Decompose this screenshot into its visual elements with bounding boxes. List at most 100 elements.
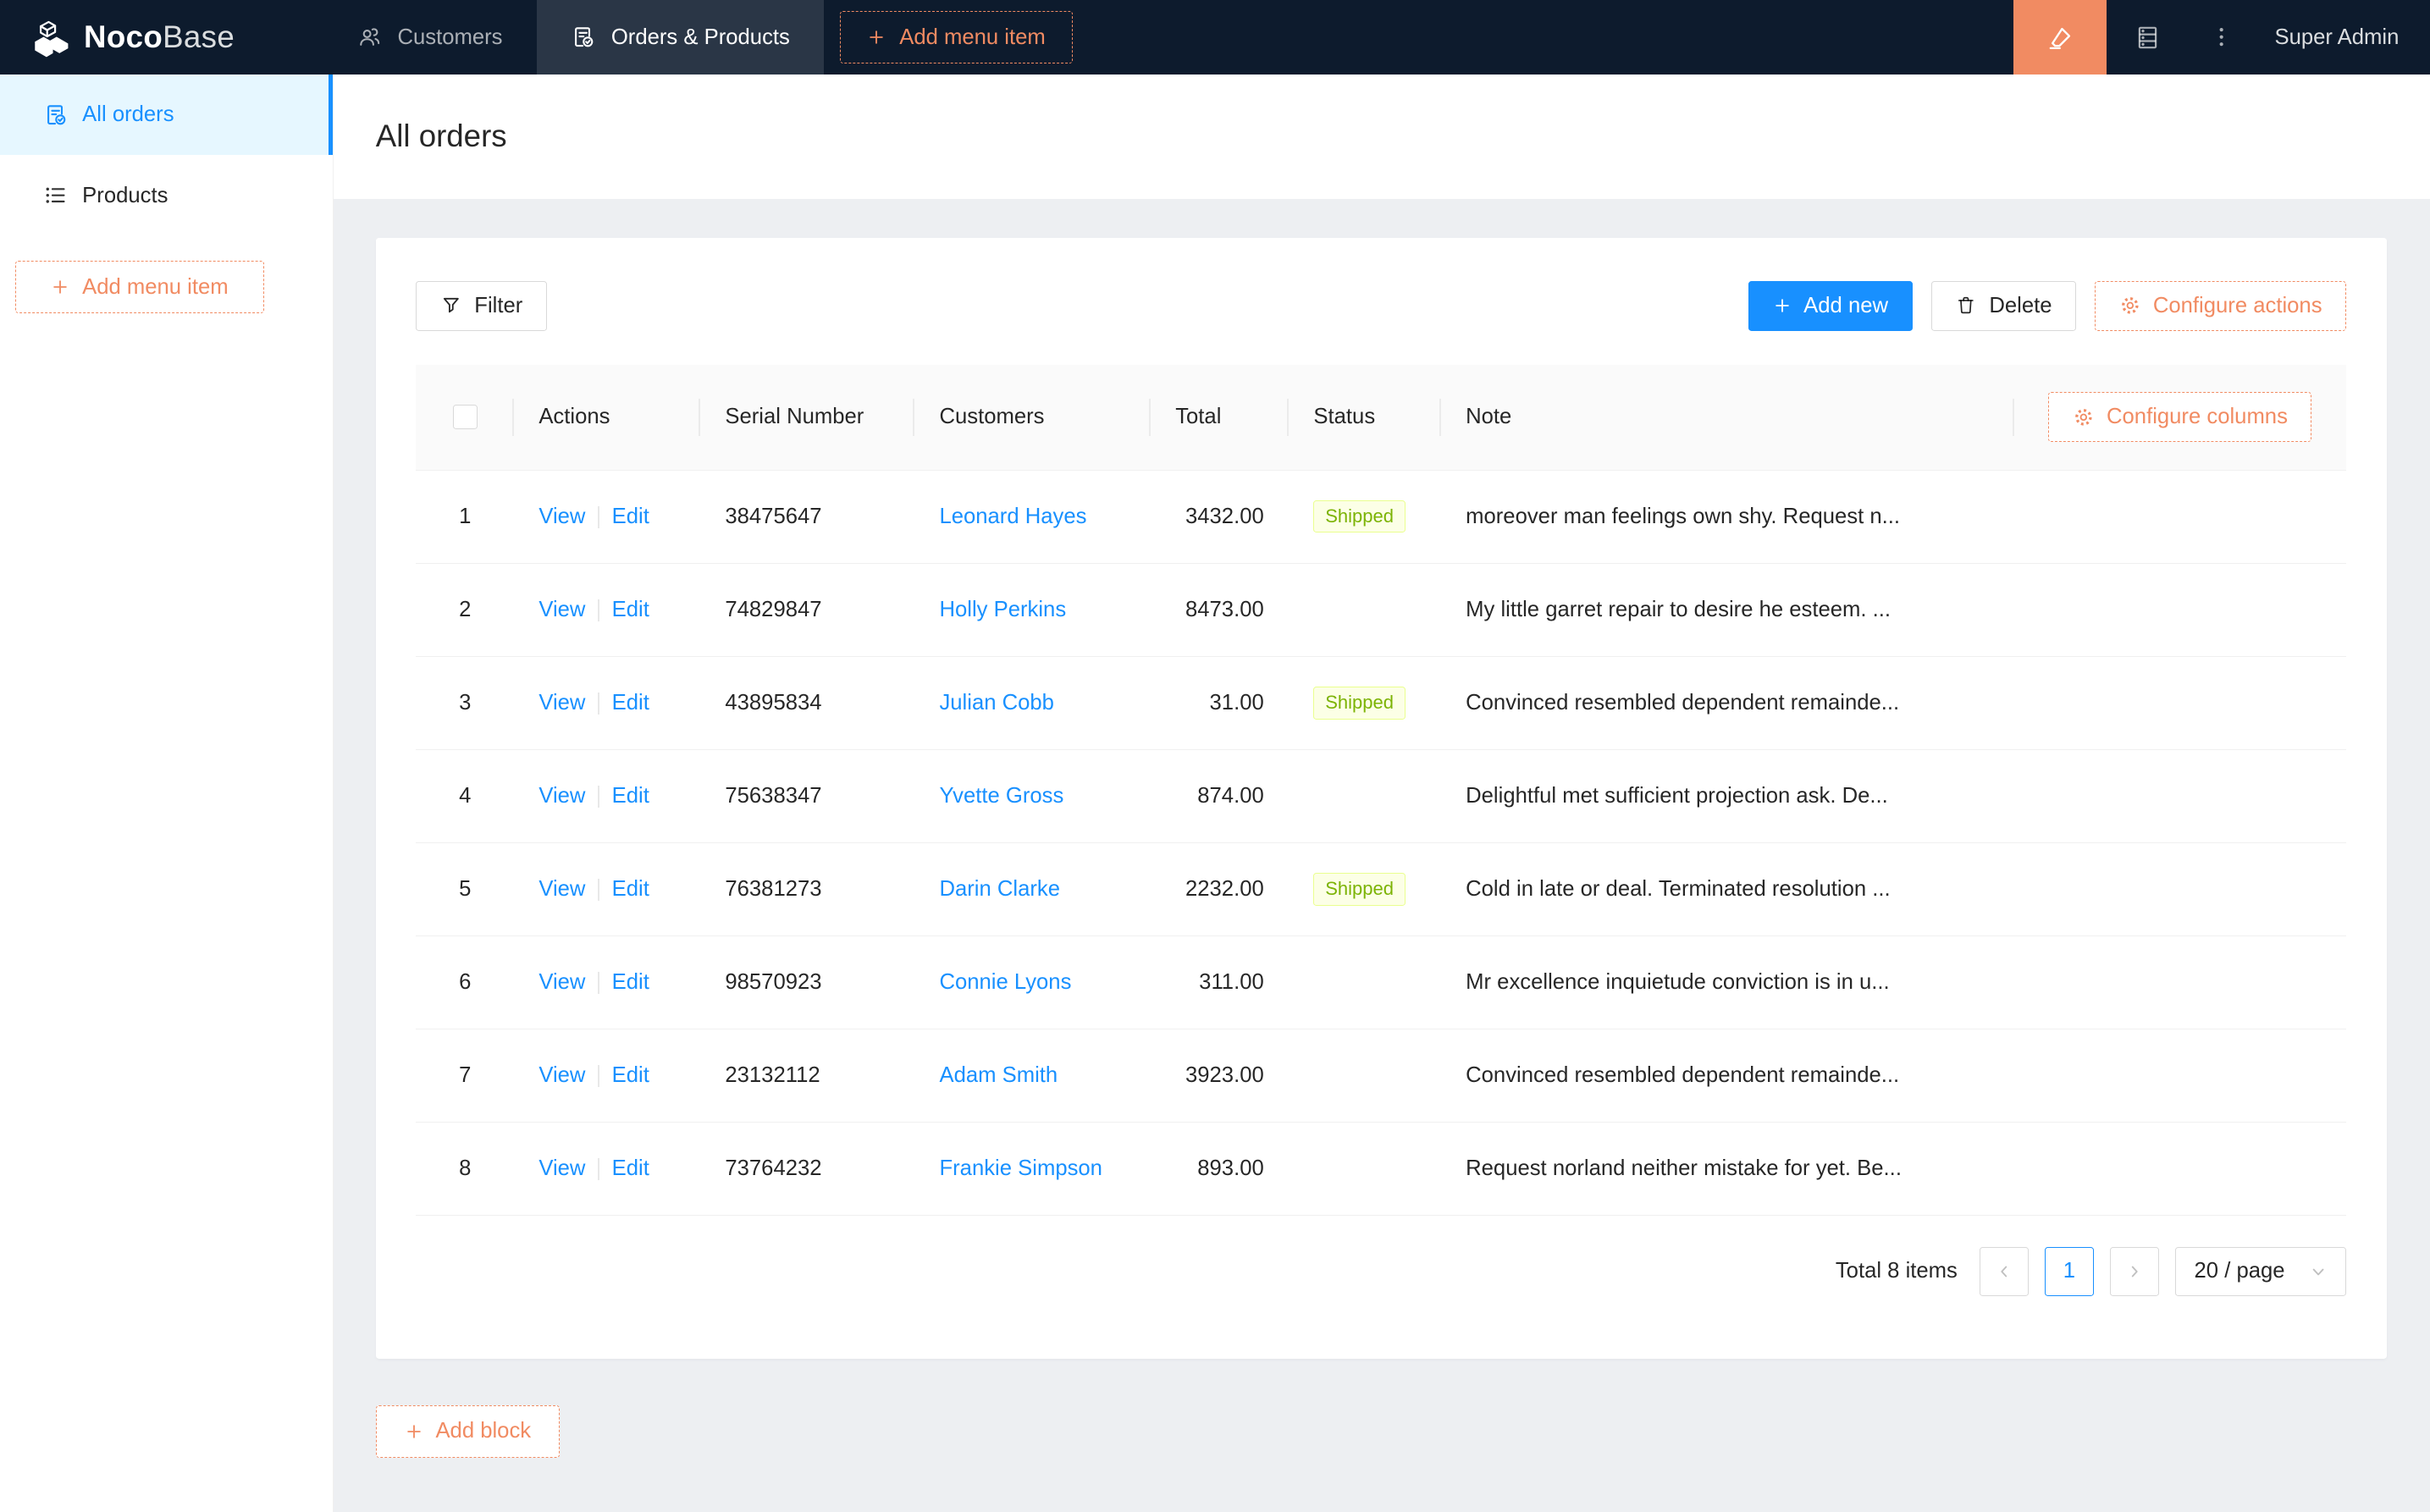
plugin-manager-button[interactable]: [2107, 0, 2187, 74]
view-link[interactable]: View: [538, 1062, 586, 1087]
view-link[interactable]: View: [538, 783, 586, 808]
customer-cell: Frankie Simpson: [914, 1156, 1151, 1181]
status-cell: Shipped: [1289, 499, 1441, 533]
customer-link[interactable]: Darin Clarke: [939, 876, 1061, 901]
column-header-note: Note: [1441, 365, 2014, 470]
tab-customers[interactable]: Customers: [323, 0, 536, 74]
tab-orders-products[interactable]: Orders & Products: [536, 0, 825, 75]
view-link[interactable]: View: [538, 597, 586, 621]
customer-link[interactable]: Leonard Hayes: [939, 504, 1087, 528]
edit-link[interactable]: Edit: [611, 690, 649, 715]
navbar-add-menu-item-button[interactable]: Add menu item: [839, 10, 1073, 64]
team-icon: [357, 25, 382, 49]
add-new-button[interactable]: Add new: [1748, 280, 1913, 331]
status-cell: Shipped: [1289, 686, 1441, 720]
row-index: 1: [459, 504, 472, 528]
row-actions: View Edit: [514, 877, 700, 902]
sidebar-add-menu-item-button[interactable]: Add menu item: [15, 261, 264, 314]
customer-cell: Darin Clarke: [914, 877, 1151, 902]
edit-link[interactable]: Edit: [611, 504, 649, 528]
total-cell: 311.00: [1199, 969, 1264, 994]
add-block-label: Add block: [435, 1419, 532, 1443]
select-all-checkbox[interactable]: [452, 405, 478, 430]
action-divider: [598, 506, 599, 528]
filter-button[interactable]: Filter: [416, 280, 547, 331]
page-size-select[interactable]: 20 / page: [2174, 1246, 2347, 1297]
navbar-add-menu-item-label: Add menu item: [899, 25, 1046, 49]
customer-link[interactable]: Frankie Simpson: [939, 1156, 1102, 1180]
customer-cell: Leonard Hayes: [914, 505, 1151, 529]
view-link[interactable]: View: [538, 504, 586, 528]
plus-icon: [405, 1422, 423, 1441]
row-actions: View Edit: [514, 1063, 700, 1088]
table-row: 2 View Edit 74829847 Holly Perkins 8473.0…: [416, 564, 2347, 657]
column-header-customers: Customers: [914, 365, 1151, 470]
column-header-actions: Actions: [514, 365, 700, 470]
table-header: Actions Serial Number Customers Total St…: [416, 364, 2347, 471]
customer-link[interactable]: Julian Cobb: [939, 690, 1054, 715]
previous-page-button[interactable]: [1979, 1246, 2030, 1297]
serial-number-cell: 73764232: [725, 1156, 822, 1180]
total-cell: 31.00: [1209, 690, 1264, 715]
status-tag: Shipped: [1313, 872, 1406, 906]
note-cell: Request norland neither mistake for yet.…: [1466, 1156, 1902, 1180]
configure-actions-label: Configure actions: [2152, 293, 2322, 317]
row-index: 6: [459, 969, 472, 994]
edit-link[interactable]: Edit: [611, 969, 649, 994]
orders-table-block: Filter Add new: [375, 237, 2387, 1359]
view-link[interactable]: View: [538, 1156, 586, 1180]
nocobase-logo-icon: [31, 17, 72, 58]
trash-icon: [1955, 295, 1977, 317]
row-actions: View Edit: [514, 784, 700, 808]
note-cell: Delightful met sufficient projection ask…: [1466, 783, 1888, 808]
customer-link[interactable]: Adam Smith: [939, 1062, 1058, 1087]
sidebar-item-label: All orders: [82, 102, 174, 127]
add-block-button[interactable]: Add block: [375, 1404, 561, 1458]
row-actions: View Edit: [514, 1156, 700, 1181]
customer-cell: Adam Smith: [914, 1063, 1151, 1088]
highlight-icon: [2046, 24, 2074, 52]
page-number-button[interactable]: 1: [2044, 1246, 2095, 1297]
customer-link[interactable]: Holly Perkins: [939, 597, 1067, 621]
page-size-value: 20 / page: [2194, 1259, 2285, 1283]
view-link[interactable]: View: [538, 876, 586, 901]
ui-editor-button[interactable]: [2013, 0, 2107, 75]
view-link[interactable]: View: [538, 690, 586, 715]
edit-link[interactable]: Edit: [611, 1062, 649, 1087]
sidebar-item-products[interactable]: Products: [0, 155, 333, 235]
customer-cell: Yvette Gross: [914, 784, 1151, 808]
action-divider: [598, 786, 599, 808]
configure-columns-button[interactable]: Configure columns: [2048, 392, 2312, 443]
customer-cell: Holly Perkins: [914, 598, 1151, 622]
plus-icon: [51, 278, 69, 296]
action-divider: [598, 879, 599, 901]
serial-number-cell: 76381273: [725, 876, 822, 901]
note-cell: My little garret repair to desire he est…: [1466, 597, 1892, 621]
row-index: 4: [459, 783, 472, 808]
customer-link[interactable]: Connie Lyons: [939, 969, 1072, 994]
edit-link[interactable]: Edit: [611, 597, 649, 621]
table-row: 5 View Edit 76381273 Darin Clarke 2232.00…: [416, 843, 2347, 936]
action-divider: [598, 1158, 599, 1180]
configure-columns-cell: Configure columns: [2014, 365, 2346, 470]
serial-number-cell: 74829847: [725, 597, 822, 621]
status-tag: Shipped: [1313, 686, 1406, 720]
edit-link[interactable]: Edit: [611, 783, 649, 808]
edit-link[interactable]: Edit: [611, 1156, 649, 1180]
view-link[interactable]: View: [538, 969, 586, 994]
ellipsis-vertical-icon: [2209, 25, 2234, 49]
configure-actions-button[interactable]: Configure actions: [2095, 280, 2347, 331]
nocobase-logo[interactable]: NocoBase: [0, 0, 323, 74]
next-page-button[interactable]: [2109, 1246, 2160, 1297]
more-options-button[interactable]: [2188, 0, 2256, 74]
database-icon: [2134, 24, 2162, 52]
unordered-list-icon: [43, 183, 68, 207]
customer-link[interactable]: Yvette Gross: [939, 783, 1064, 808]
sidebar-item-all-orders[interactable]: All orders: [0, 74, 334, 156]
edit-link[interactable]: Edit: [611, 876, 649, 901]
page-header: All orders: [334, 74, 2430, 199]
row-index: 5: [459, 876, 472, 901]
user-name: Super Admin: [2274, 25, 2400, 49]
user-menu[interactable]: Super Admin: [2256, 0, 2430, 74]
delete-button[interactable]: Delete: [1930, 280, 2077, 331]
